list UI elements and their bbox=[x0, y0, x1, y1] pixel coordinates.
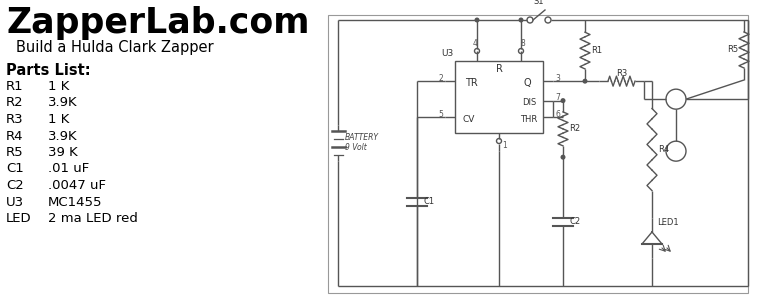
Circle shape bbox=[496, 139, 502, 144]
Text: C1: C1 bbox=[423, 197, 434, 206]
Circle shape bbox=[518, 48, 524, 54]
Text: 3.9K: 3.9K bbox=[48, 96, 78, 110]
Text: Parts List:: Parts List: bbox=[6, 63, 90, 78]
Text: CV: CV bbox=[463, 115, 475, 124]
Text: R1: R1 bbox=[6, 80, 24, 93]
Text: TR: TR bbox=[464, 78, 477, 88]
Bar bbox=[455, 61, 543, 133]
Text: LED: LED bbox=[6, 212, 32, 225]
Text: 3: 3 bbox=[555, 74, 560, 83]
Text: C2: C2 bbox=[6, 179, 24, 192]
Text: 1 K: 1 K bbox=[48, 113, 69, 126]
Text: 2 ma LED red: 2 ma LED red bbox=[48, 212, 138, 225]
Text: MC1455: MC1455 bbox=[48, 196, 103, 209]
Text: Build a Hulda Clark Zapper: Build a Hulda Clark Zapper bbox=[16, 40, 214, 55]
Text: 1: 1 bbox=[502, 140, 507, 149]
Text: 3.9K: 3.9K bbox=[48, 129, 78, 143]
Text: U3: U3 bbox=[441, 48, 453, 58]
Text: DIS: DIS bbox=[522, 98, 536, 107]
Text: R4: R4 bbox=[658, 145, 669, 154]
Text: R3: R3 bbox=[6, 113, 24, 126]
Text: C2: C2 bbox=[569, 217, 580, 226]
Circle shape bbox=[518, 18, 524, 22]
Text: R2: R2 bbox=[569, 124, 580, 133]
Text: 9 Volt: 9 Volt bbox=[345, 143, 367, 152]
Text: 8: 8 bbox=[521, 39, 525, 48]
Text: ZapperLab.com: ZapperLab.com bbox=[6, 6, 309, 40]
Text: R: R bbox=[496, 64, 502, 74]
Text: .0047 uF: .0047 uF bbox=[48, 179, 106, 192]
Text: R5: R5 bbox=[727, 46, 738, 55]
Text: .01 uF: .01 uF bbox=[48, 163, 89, 176]
Text: R2: R2 bbox=[6, 96, 24, 110]
Circle shape bbox=[527, 17, 533, 23]
Text: R3: R3 bbox=[616, 69, 627, 78]
Text: 39 K: 39 K bbox=[48, 146, 78, 159]
Text: BATTERY: BATTERY bbox=[345, 133, 379, 143]
Bar bbox=[328, 15, 748, 293]
Text: Q: Q bbox=[523, 78, 530, 88]
Circle shape bbox=[560, 98, 565, 103]
Polygon shape bbox=[642, 232, 662, 244]
Circle shape bbox=[474, 18, 480, 22]
Circle shape bbox=[545, 17, 551, 23]
Circle shape bbox=[582, 79, 587, 84]
Circle shape bbox=[560, 155, 565, 160]
Text: 6: 6 bbox=[555, 110, 560, 119]
Text: 1 K: 1 K bbox=[48, 80, 69, 93]
Text: 2: 2 bbox=[439, 74, 443, 83]
Text: R1: R1 bbox=[591, 46, 602, 55]
Text: LED1: LED1 bbox=[657, 218, 679, 227]
Text: S1: S1 bbox=[534, 0, 544, 6]
Text: C1: C1 bbox=[6, 163, 24, 176]
Text: 7: 7 bbox=[555, 93, 560, 102]
Circle shape bbox=[474, 48, 480, 54]
Text: 4: 4 bbox=[473, 39, 477, 48]
Text: THR: THR bbox=[521, 115, 537, 124]
Text: 5: 5 bbox=[438, 110, 443, 119]
Text: R4: R4 bbox=[6, 129, 24, 143]
Text: R5: R5 bbox=[6, 146, 24, 159]
Text: U3: U3 bbox=[6, 196, 24, 209]
